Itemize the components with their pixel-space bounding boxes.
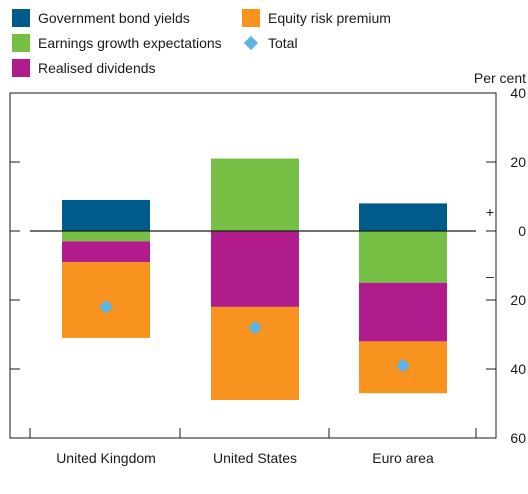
bar-earnings-growth-expectations-united-kingdom	[62, 231, 150, 242]
y-tick-label-4: 40	[510, 361, 526, 377]
y-tick-label-3: 20	[510, 292, 526, 308]
units-label: Per cent	[474, 70, 526, 86]
legend-item-government-bond-yields: Government bond yields	[12, 9, 190, 27]
legend-swatch-government-bond-yields	[12, 9, 30, 27]
legend-item-total: Total	[242, 34, 298, 52]
y-axis-ticks: 40 20 0 20 40 60	[10, 85, 526, 446]
y-tick-label-5: 60	[510, 430, 526, 446]
legend-item-earnings-growth-expectations: Earnings growth expectations	[12, 34, 222, 52]
y-tick-label-1: 20	[510, 154, 526, 170]
positive-sign-label: +	[486, 204, 494, 220]
total-marker-united-kingdom	[99, 299, 113, 314]
legend-swatch-equity-risk-premium	[242, 9, 260, 27]
legend-label-realised-dividends: Realised dividends	[38, 60, 156, 76]
legend-swatch-earnings-growth-expectations	[12, 34, 30, 52]
total-marker-united-states	[248, 320, 262, 335]
y-tick-label-0: 40	[510, 85, 526, 101]
bar-realised-dividends-united-kingdom	[62, 241, 150, 263]
x-category-label-euro-area: Euro area	[372, 450, 434, 466]
legend-label-government-bond-yields: Government bond yields	[38, 10, 190, 26]
legend-item-realised-dividends: Realised dividends	[12, 59, 156, 77]
bar-realised-dividends-euro-area	[359, 282, 447, 342]
plot-frame	[9, 92, 497, 439]
bars-layer	[62, 158, 447, 401]
legend-swatch-realised-dividends	[12, 59, 30, 77]
chart-legend: Government bond yields Earnings growth e…	[0, 0, 528, 80]
y-tick-label-2: 0	[518, 223, 526, 239]
total-markers-layer	[99, 299, 410, 373]
bar-realised-dividends-united-states	[211, 231, 299, 307]
negative-sign-label: –	[486, 268, 494, 284]
bar-earnings-growth-expectations-euro-area	[359, 231, 447, 283]
x-category-label-united-kingdom: United Kingdom	[56, 450, 156, 466]
x-category-label-united-states: United States	[213, 450, 297, 466]
bar-government-bond-yields-united-kingdom	[62, 199, 150, 231]
legend-label-earnings-growth-expectations: Earnings growth expectations	[38, 35, 222, 51]
bar-earnings-growth-expectations-united-states	[211, 158, 299, 231]
total-marker-euro-area	[396, 358, 410, 373]
legend-label-total: Total	[268, 35, 298, 51]
x-axis-ticks: United Kingdom United States Euro area	[29, 428, 477, 466]
legend-label-equity-risk-premium: Equity risk premium	[268, 10, 391, 26]
bar-government-bond-yields-euro-area	[359, 203, 447, 231]
legend-item-equity-risk-premium: Equity risk premium	[242, 9, 391, 27]
